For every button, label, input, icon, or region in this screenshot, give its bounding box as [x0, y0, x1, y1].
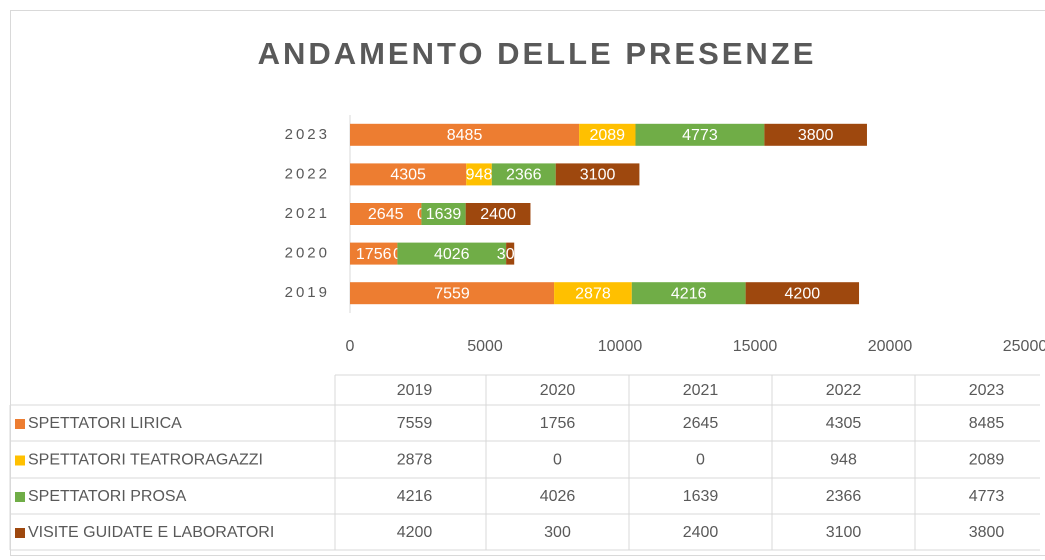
bar-segment — [397, 242, 507, 265]
data-label: 2089 — [589, 127, 625, 144]
legend-swatch — [15, 528, 25, 538]
table-cell: 7559 — [397, 415, 433, 432]
bar-segment — [350, 123, 580, 146]
bar-segment — [350, 242, 398, 265]
data-label: 3100 — [580, 167, 616, 184]
x-tick-label: 0 — [346, 338, 355, 355]
table-cell: 4216 — [397, 488, 433, 505]
table-cell: 8485 — [969, 415, 1005, 432]
data-label: 948 — [466, 167, 493, 184]
table-cell: 2089 — [969, 452, 1005, 469]
table-cell: 4026 — [540, 488, 576, 505]
table-cell: 2878 — [397, 452, 433, 469]
data-label: 300 — [497, 246, 524, 263]
data-label: 8485 — [447, 127, 483, 144]
legend-label: SPETTATORI PROSA — [28, 488, 187, 505]
data-label: 2645 — [368, 206, 404, 223]
data-label: 4200 — [785, 285, 821, 302]
table-cell: 2645 — [683, 415, 719, 432]
table-header: 2019 — [397, 382, 433, 399]
data-label: 4216 — [671, 285, 707, 302]
table-header: 2023 — [969, 382, 1005, 399]
data-label: 7559 — [434, 285, 470, 302]
table-cell: 2366 — [826, 488, 862, 505]
data-label: 4305 — [390, 167, 426, 184]
data-label: 4026 — [434, 246, 470, 263]
table-header: 2020 — [540, 382, 576, 399]
table-header: 2022 — [826, 382, 862, 399]
table-cell: 4773 — [969, 488, 1005, 505]
x-tick-label: 25000 — [1003, 338, 1045, 355]
table-cell: 948 — [830, 452, 857, 469]
bar-segment — [631, 282, 746, 305]
y-tick-label: 2020 — [285, 245, 330, 262]
legend-label: SPETTATORI LIRICA — [28, 415, 182, 432]
bar-segment — [350, 163, 467, 186]
table-cell: 1639 — [683, 488, 719, 505]
bar-segment — [491, 163, 556, 186]
y-tick-label: 2022 — [285, 165, 330, 182]
data-label: 1639 — [426, 206, 462, 223]
bar-segment — [554, 282, 632, 305]
table-header: 2021 — [683, 382, 719, 399]
x-tick-label: 15000 — [733, 338, 778, 355]
table-cell: 3800 — [969, 524, 1005, 541]
y-tick-label: 2019 — [285, 284, 330, 301]
table-cell: 4200 — [397, 524, 433, 541]
data-label: 1756 — [356, 246, 392, 263]
data-label: 3800 — [798, 127, 834, 144]
data-label: 4773 — [682, 127, 718, 144]
data-label: 2400 — [480, 206, 516, 223]
bar-segment — [506, 242, 515, 265]
bar-segment — [764, 123, 867, 146]
y-tick-label: 2021 — [285, 205, 330, 222]
x-tick-label: 5000 — [467, 338, 503, 355]
y-tick-label: 2023 — [285, 126, 330, 143]
bar-segment — [579, 123, 636, 146]
legend-swatch — [15, 492, 25, 502]
bar-segment — [465, 203, 531, 225]
legend-label: SPETTATORI TEATRORAGAZZI — [28, 452, 263, 469]
table-cell: 3100 — [826, 524, 862, 541]
bar-segment — [466, 163, 492, 186]
table-cell: 2400 — [683, 524, 719, 541]
bar-segment — [635, 123, 765, 146]
data-label: 2366 — [506, 167, 542, 184]
table-cell: 0 — [553, 452, 562, 469]
x-tick-label: 10000 — [598, 338, 643, 355]
bar-segment — [745, 282, 860, 305]
chart-title: ANDAMENTO DELLE PRESENZE — [258, 36, 817, 71]
table-cell: 4305 — [826, 415, 862, 432]
table-cell: 300 — [544, 524, 571, 541]
bar-segment — [350, 203, 422, 225]
legend-swatch — [15, 455, 25, 466]
bar-segment — [350, 282, 555, 305]
x-tick-label: 20000 — [868, 338, 913, 355]
table-cell: 0 — [696, 452, 705, 469]
table-cell: 1756 — [540, 415, 576, 432]
data-label: 2878 — [575, 285, 611, 302]
bar-segment — [555, 163, 640, 186]
bar-segment — [421, 203, 466, 225]
legend-swatch — [15, 419, 25, 429]
legend-label: VISITE GUIDATE E LABORATORI — [28, 524, 274, 541]
